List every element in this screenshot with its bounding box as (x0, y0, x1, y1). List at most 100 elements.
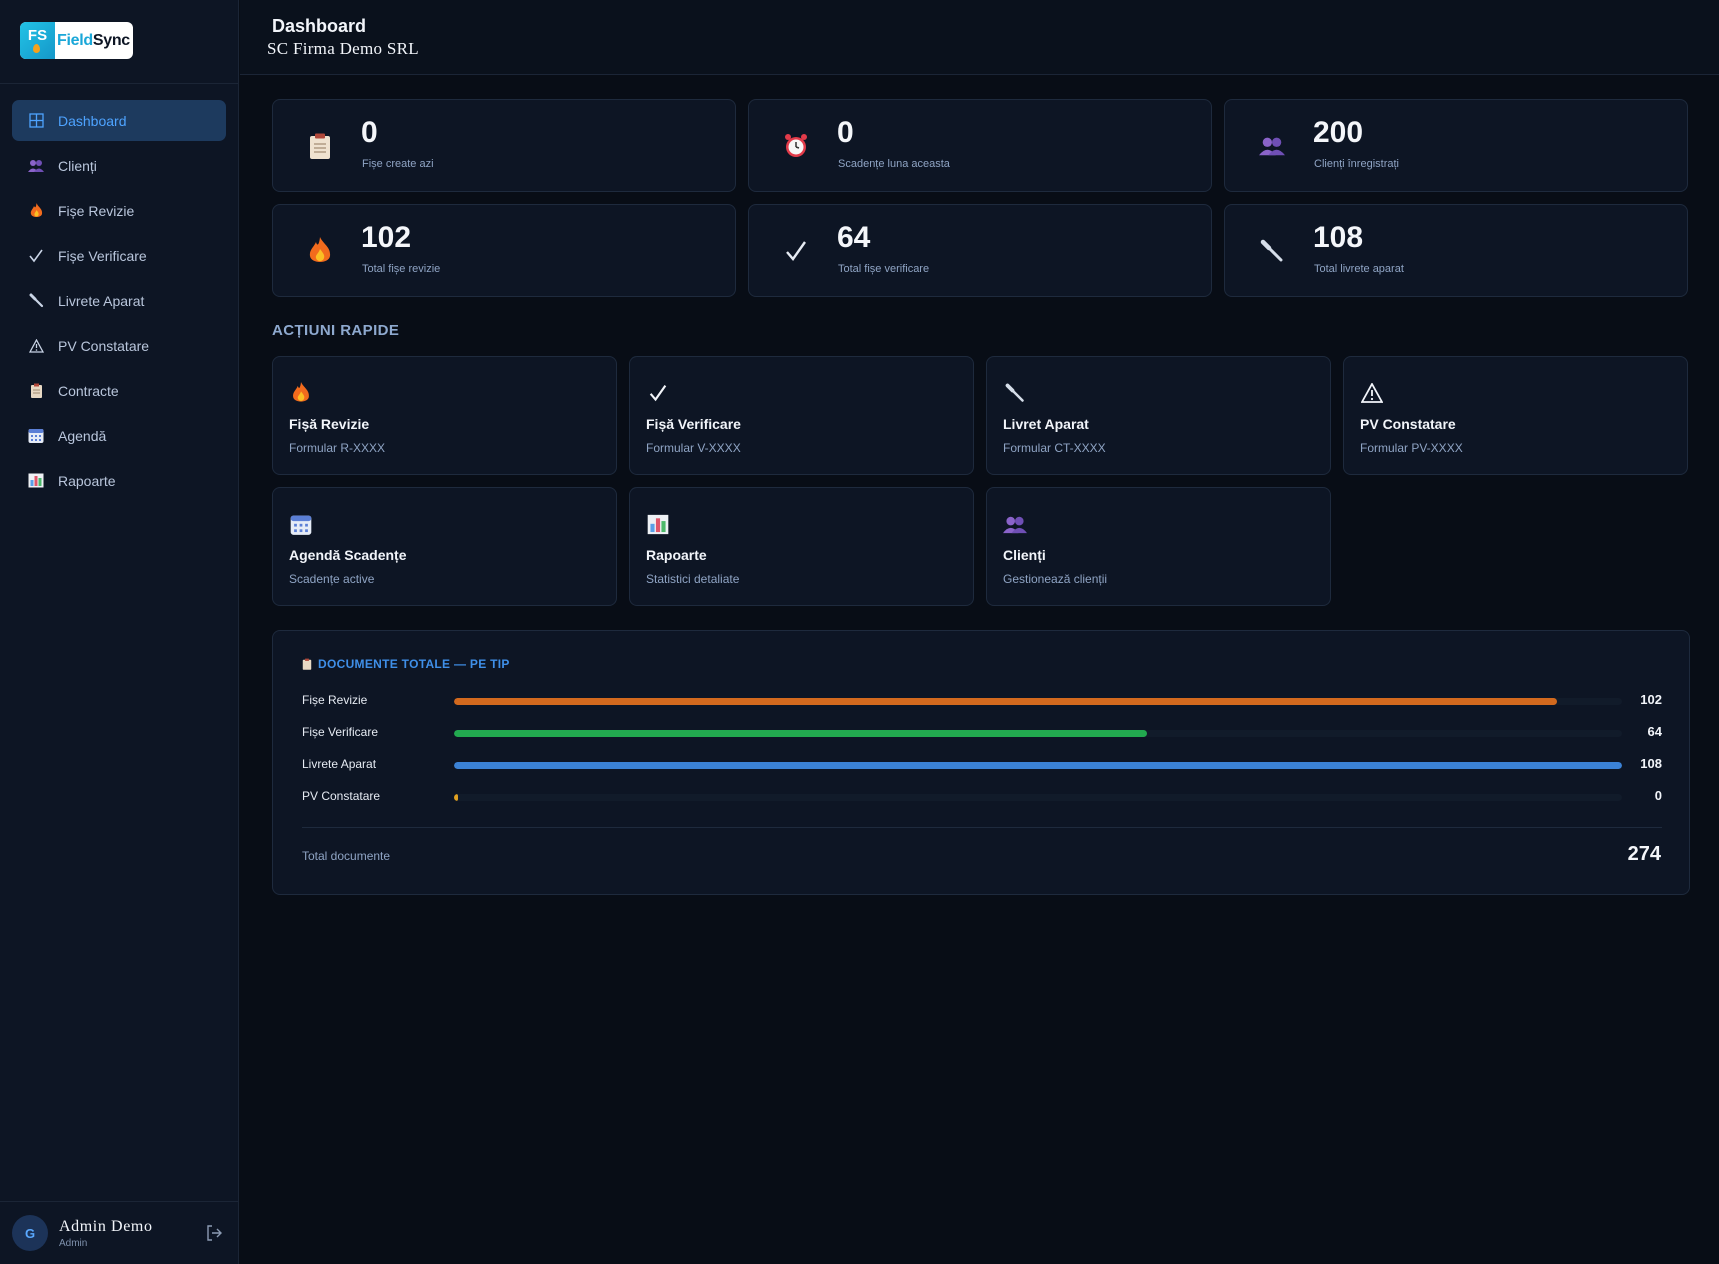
logo-area: FS FieldSync (0, 0, 238, 84)
stat-value: 0 (361, 116, 378, 149)
users-icon (1003, 512, 1027, 536)
documents-title-text: DOCUMENTE TOTALE — PE TIP (318, 657, 510, 671)
doc-row-bar (454, 794, 458, 801)
sidebar-item-fise-revizie[interactable]: Fișe Revizie (12, 190, 226, 231)
sidebar-item-pv-constatare[interactable]: PV Constatare (12, 325, 226, 366)
wrench-icon (1259, 237, 1285, 265)
calendar-icon (28, 428, 44, 444)
action-subtitle: Formular PV-XXXX (1360, 441, 1463, 455)
wrench-icon (1003, 381, 1027, 405)
fieldsync-logo[interactable]: FS FieldSync (20, 22, 133, 59)
calendar-icon (289, 512, 313, 536)
action-title: PV Constatare (1360, 416, 1456, 432)
doc-row: Fișe Verificare 64 (302, 723, 1662, 743)
action-rapoarte[interactable]: Rapoarte Statistici detaliate (629, 487, 974, 606)
flame-icon (28, 202, 44, 219)
doc-row: Fișe Revizie 102 (302, 691, 1662, 711)
grid-icon (28, 113, 44, 129)
doc-row-bar (454, 762, 1622, 769)
action-agenda-scadente[interactable]: Agendă Scadențe Scadențe active (272, 487, 617, 606)
logo-flame-icon (33, 44, 40, 53)
stat-label: Fișe create azi (362, 158, 434, 170)
action-fisa-revizie[interactable]: Fișă Revizie Formular R-XXXX (272, 356, 617, 475)
page-title: Dashboard (272, 16, 367, 36)
sidebar-item-fise-verificare[interactable]: Fișe Verificare (12, 235, 226, 276)
stat-card: 108 Total livrete aparat (1224, 204, 1688, 297)
action-fisa-verificare[interactable]: Fișă Verificare Formular V-XXXX (629, 356, 974, 475)
check-icon (28, 248, 44, 264)
alarm-clock-icon (783, 132, 809, 160)
sidebar-item-dashboard[interactable]: Dashboard (12, 100, 226, 141)
sidebar-item-agenda[interactable]: Agendă (12, 415, 226, 456)
user-role: Admin (59, 1237, 88, 1249)
sidebar-item-livrete-aparat[interactable]: Livrete Aparat (12, 280, 226, 321)
users-icon (1259, 132, 1285, 160)
bar-chart-icon (646, 512, 670, 536)
documents-panel: DOCUMENTE TOTALE — PE TIP Fișe Revizie 1… (272, 630, 1690, 895)
company-name: SC Firma Demo SRL (267, 39, 419, 58)
stat-value: 64 (837, 221, 871, 254)
stat-value: 200 (1313, 116, 1364, 149)
sidebar: FS FieldSync Dashboard Clienți Fișe Re (0, 0, 239, 1264)
action-subtitle: Statistici detaliate (646, 572, 740, 586)
action-pv-constatare[interactable]: PV Constatare Formular PV-XXXX (1343, 356, 1688, 475)
doc-row-label: PV Constatare (302, 789, 381, 803)
doc-row-track (454, 698, 1622, 705)
stats-grid: 0 Fișe create azi 0 Scadențe luna aceast… (272, 99, 1690, 297)
warning-icon (28, 338, 44, 354)
action-subtitle: Formular R-XXXX (289, 441, 386, 455)
sidebar-item-label: Clienți (58, 157, 97, 174)
stat-label: Total fișe verificare (838, 263, 930, 275)
total-value: 274 (1627, 843, 1661, 865)
logo-name-part1: Field (57, 31, 93, 49)
sidebar-item-label: Agendă (58, 427, 107, 444)
user-profile: G Admin Demo Admin (0, 1201, 239, 1264)
sidebar-item-label: Fișe Revizie (58, 202, 135, 219)
doc-row-label: Livrete Aparat (302, 757, 377, 771)
doc-row-value: 0 (1654, 788, 1662, 803)
total-label: Total documente (302, 849, 391, 863)
divider (302, 827, 1662, 828)
bar-chart-icon (28, 473, 44, 489)
doc-row-bar (454, 730, 1147, 737)
stat-label: Clienți înregistrați (1314, 158, 1399, 170)
action-title: Fișă Verificare (646, 416, 741, 432)
logout-icon[interactable] (205, 1224, 223, 1242)
action-subtitle: Formular V-XXXX (646, 441, 741, 455)
users-icon (28, 158, 44, 174)
stat-label: Total fișe revizie (362, 263, 441, 275)
stat-value: 108 (1313, 221, 1364, 254)
clipboard-icon (302, 658, 312, 670)
action-title: Rapoarte (646, 547, 707, 563)
check-icon (783, 237, 809, 265)
action-clienti[interactable]: Clienți Gestionează clienții (986, 487, 1331, 606)
action-livret-aparat[interactable]: Livret Aparat Formular CT-XXXX (986, 356, 1331, 475)
stat-card: 64 Total fișe verificare (748, 204, 1212, 297)
flame-icon (307, 237, 333, 265)
action-title: Agendă Scadențe (289, 547, 407, 563)
doc-row-track (454, 794, 1622, 801)
sidebar-item-label: Contracte (58, 382, 119, 399)
sidebar-item-label: Livrete Aparat (58, 292, 145, 309)
logo-name-part2: Sync (92, 31, 130, 49)
quick-actions-title: ACȚIUNI RAPIDE (272, 322, 400, 339)
avatar[interactable]: G (12, 1215, 48, 1251)
stat-card: 0 Fișe create azi (272, 99, 736, 192)
sidebar-item-label: Rapoarte (58, 472, 116, 489)
sidebar-item-rapoarte[interactable]: Rapoarte (12, 460, 226, 501)
doc-row-track (454, 762, 1622, 769)
warning-icon (1360, 381, 1384, 405)
action-subtitle: Scadențe active (289, 572, 375, 586)
sidebar-item-contracte[interactable]: Contracte (12, 370, 226, 411)
check-icon (646, 381, 670, 405)
flame-icon (289, 381, 313, 405)
sidebar-nav: Dashboard Clienți Fișe Revizie Fișe Veri… (0, 84, 238, 501)
doc-row-value: 64 (1647, 724, 1662, 739)
page-header: Dashboard SC Firma Demo SRL (240, 0, 1719, 75)
user-info: Admin Demo Admin (59, 1218, 153, 1249)
sidebar-item-clienti[interactable]: Clienți (12, 145, 226, 186)
documents-title: DOCUMENTE TOTALE — PE TIP (302, 657, 510, 671)
stat-label: Total livrete aparat (1314, 263, 1404, 275)
doc-row: PV Constatare 0 (302, 787, 1662, 807)
stat-card: 0 Scadențe luna aceasta (748, 99, 1212, 192)
